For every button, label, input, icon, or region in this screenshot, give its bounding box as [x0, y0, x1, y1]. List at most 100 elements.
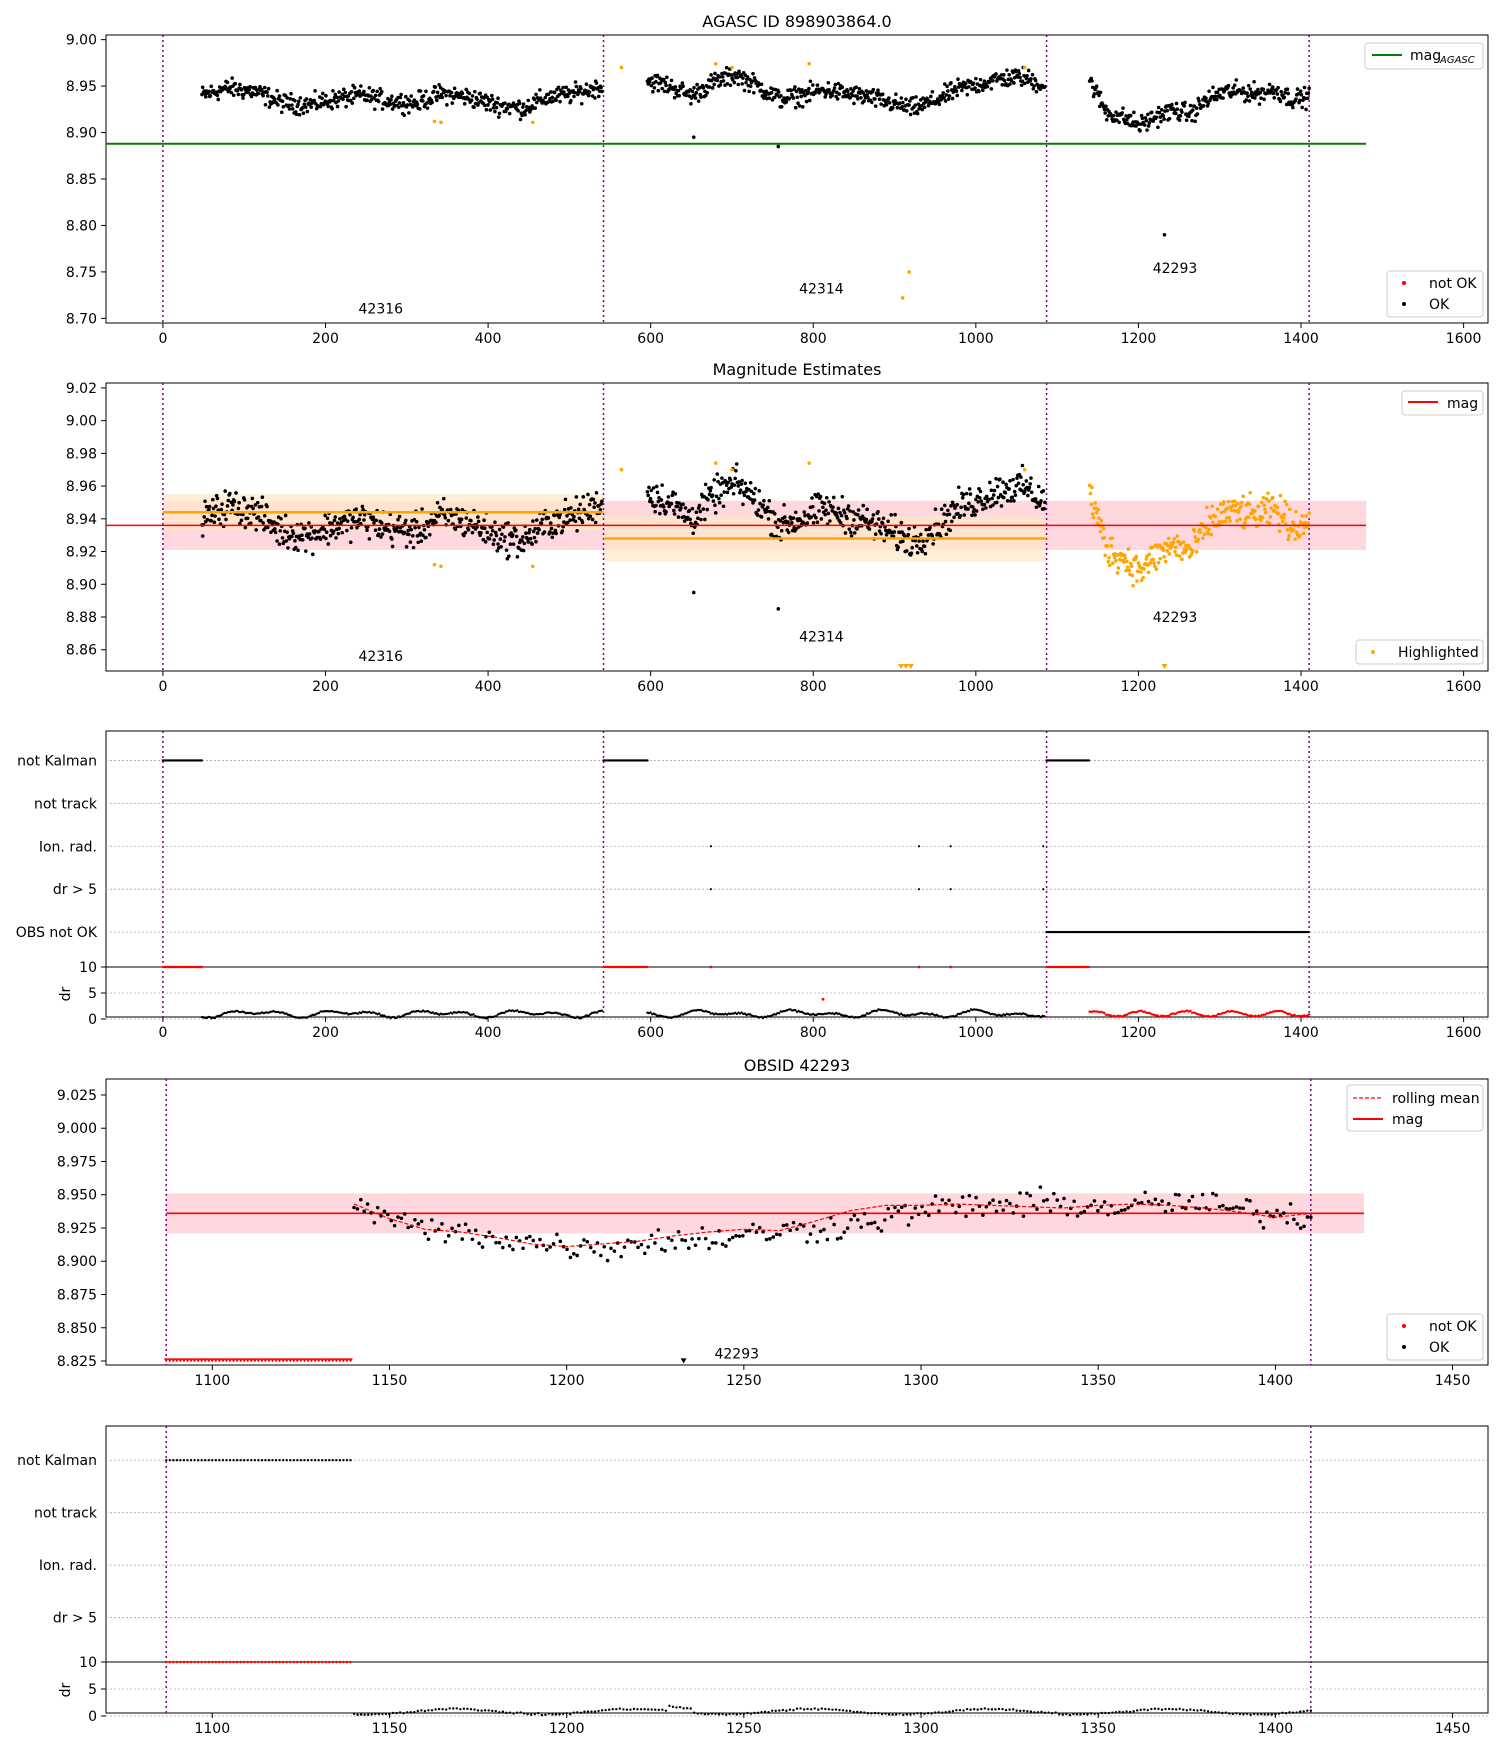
not-ok-marker [223, 1358, 229, 1363]
ok-point [848, 96, 852, 100]
ok-point [1082, 1209, 1087, 1214]
ok-point [887, 101, 892, 105]
dr-ok-point [413, 1710, 416, 1714]
ok-point [217, 85, 222, 89]
ok-point [348, 540, 353, 545]
dr-ok-point [1097, 1712, 1100, 1715]
dr-ok-point [498, 1711, 501, 1714]
ok-point [822, 501, 827, 506]
dr-ok-point [710, 1712, 714, 1715]
ok-point [348, 512, 352, 517]
ok-point [826, 80, 831, 85]
ok-point [511, 542, 516, 546]
panel4-x-tick-label: 1400 [1258, 1373, 1294, 1389]
dr-ok-point [802, 1708, 806, 1711]
ok-point [404, 545, 409, 549]
ok-point [759, 82, 764, 87]
ok-point [261, 521, 265, 525]
ok-point [904, 549, 909, 553]
ok-point [373, 93, 378, 98]
dr-ok-point [777, 1011, 781, 1015]
ok-point [507, 1244, 512, 1248]
ok-point [560, 529, 565, 533]
not-ok-marker [305, 1358, 311, 1363]
panel1-x-tick-label: 1000 [958, 331, 994, 347]
ok-point [963, 81, 968, 86]
ok-point [477, 1241, 481, 1246]
ok-point [1309, 1215, 1313, 1220]
ok-point [743, 481, 748, 486]
not-ok-marker [245, 1358, 251, 1363]
not-ok-marker [188, 1358, 194, 1363]
dr-ok-point [1075, 1713, 1079, 1716]
ok-point [1146, 112, 1150, 117]
not-ok-point [439, 120, 443, 125]
panel2-x-tick-label: 1600 [1446, 679, 1482, 695]
dr-not-ok-point [320, 1660, 324, 1664]
ok-point [670, 493, 675, 498]
dr-ok-point [1231, 1712, 1235, 1716]
ok-point [228, 491, 232, 496]
ok-point [836, 81, 841, 86]
ok-point [326, 542, 331, 546]
ok-point [824, 508, 828, 512]
ok-point [718, 83, 723, 87]
dr-ok-point [905, 1713, 909, 1716]
dr-not-ok-point [196, 1660, 200, 1664]
ok-point [757, 489, 762, 493]
ok-point [657, 495, 661, 500]
panel5-flag-point [204, 1459, 207, 1462]
ok-point [374, 518, 379, 523]
ok-point [1267, 82, 1272, 87]
highlighted-point [1141, 575, 1145, 580]
ok-point [1102, 1200, 1107, 1204]
dr-ok-point [356, 1012, 360, 1015]
ok-point [1173, 111, 1178, 116]
ok-point [588, 514, 593, 519]
dr-ok-point [831, 1708, 834, 1711]
ok-point [916, 1212, 921, 1217]
panel3-flag-point [917, 888, 921, 891]
ok-point [493, 530, 498, 535]
dr-ok-point [1003, 1014, 1007, 1017]
ok-point [534, 100, 539, 105]
ok-point [882, 538, 887, 543]
ok-point [737, 69, 741, 74]
ok-point [1302, 1224, 1306, 1229]
dr-ok-point [806, 1707, 809, 1711]
dr-ok-point [987, 1708, 990, 1711]
dr-ok-point [1022, 1709, 1025, 1712]
not-ok-marker [259, 1358, 265, 1363]
ok-point [832, 86, 837, 90]
panel2-y-tick-label: 8.90 [66, 577, 97, 593]
ok-point [1008, 1201, 1012, 1206]
dr-ok-point [452, 1707, 455, 1710]
ok-point [1157, 110, 1162, 115]
ok-point [448, 507, 453, 512]
ok-point [1104, 118, 1109, 122]
ok-point [486, 103, 490, 107]
highlighted-point [1172, 537, 1176, 541]
dr-ok-point [615, 1707, 618, 1711]
ok-point [1285, 87, 1290, 92]
ok-point [967, 1193, 972, 1198]
panel3-flag-point [709, 888, 712, 891]
panel1-legend-bottom: not OK OK [1386, 270, 1484, 318]
panel2-legend-top: mag [1401, 390, 1484, 416]
ok-point [435, 500, 440, 505]
ok-point [337, 90, 341, 94]
dr-ok-point [569, 1712, 572, 1716]
dr-ok-point [1309, 1709, 1313, 1712]
ok-point [365, 528, 369, 532]
ok-point [805, 521, 810, 525]
ok-point [1156, 125, 1160, 130]
ok-point [277, 542, 282, 547]
ok-point [728, 83, 733, 88]
ok-point [691, 135, 696, 139]
ok-point [1304, 107, 1308, 112]
ok-point [930, 90, 935, 94]
dr-ok-point [1050, 1711, 1054, 1715]
dr-not-ok-point [296, 1660, 299, 1664]
ok-point [719, 493, 723, 498]
ok-point [587, 502, 592, 507]
